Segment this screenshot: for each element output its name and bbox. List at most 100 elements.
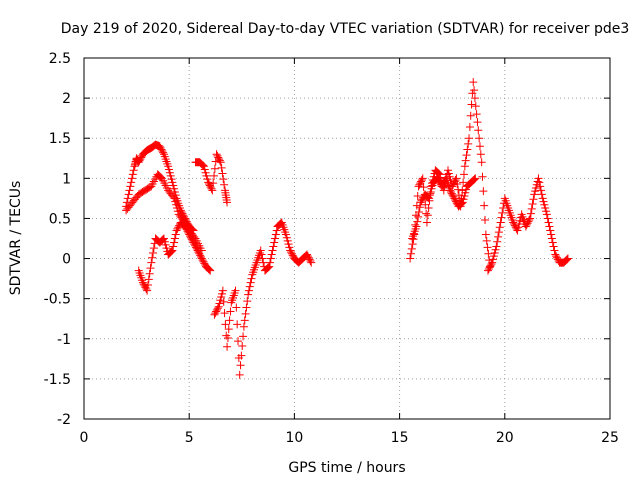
data-point xyxy=(191,243,200,252)
data-point xyxy=(158,147,167,156)
data-point xyxy=(493,237,502,246)
data-point xyxy=(207,184,216,193)
data-point xyxy=(485,263,494,272)
data-point xyxy=(213,304,222,313)
data-point xyxy=(469,175,478,184)
data-point xyxy=(465,122,474,131)
data-point xyxy=(127,174,136,183)
data-point xyxy=(124,190,133,199)
data-point xyxy=(167,247,176,256)
data-point xyxy=(206,266,215,275)
data-point xyxy=(563,254,572,263)
data-point xyxy=(552,252,561,261)
data-point xyxy=(424,204,433,213)
data-point xyxy=(447,189,456,198)
data-point xyxy=(200,165,209,174)
data-point xyxy=(123,194,132,203)
data-point xyxy=(165,165,174,174)
data-point xyxy=(412,222,421,231)
data-point xyxy=(490,248,499,257)
data-point xyxy=(147,258,156,267)
data-point xyxy=(433,174,442,183)
data-point xyxy=(272,226,281,235)
data-point xyxy=(224,325,233,334)
data-point xyxy=(548,238,557,247)
data-point xyxy=(446,186,455,195)
data-point xyxy=(451,195,460,204)
data-point xyxy=(238,341,247,350)
data-point xyxy=(422,218,431,227)
data-point xyxy=(183,227,192,236)
data-point xyxy=(286,246,295,255)
data-point xyxy=(494,228,503,237)
data-point xyxy=(470,94,479,103)
data-point xyxy=(526,214,535,223)
data-point xyxy=(539,197,548,206)
data-point xyxy=(166,171,175,180)
data-point xyxy=(480,201,489,210)
data-point xyxy=(453,179,462,188)
data-point xyxy=(138,278,147,287)
data-point xyxy=(459,170,468,179)
data-point xyxy=(203,175,212,184)
data-point xyxy=(171,230,180,239)
y-tick-label: 2.5 xyxy=(49,51,71,67)
data-point xyxy=(492,242,501,251)
data-point xyxy=(414,212,423,221)
data-point xyxy=(209,179,218,188)
data-point xyxy=(143,286,152,295)
data-point xyxy=(284,240,293,249)
data-point xyxy=(531,183,540,192)
data-point xyxy=(168,178,177,187)
data-point xyxy=(544,218,553,227)
data-point xyxy=(462,151,471,160)
data-point xyxy=(487,260,496,269)
data-point xyxy=(450,194,459,203)
data-point xyxy=(483,266,492,275)
data-point xyxy=(271,234,280,243)
data-point xyxy=(460,162,469,171)
data-point xyxy=(269,242,278,251)
data-point xyxy=(407,244,416,253)
data-point xyxy=(541,204,550,213)
data-point xyxy=(184,228,193,237)
data-point xyxy=(257,250,266,259)
data-point xyxy=(454,185,463,194)
data-markers xyxy=(122,78,572,379)
x-tick-label: 25 xyxy=(601,430,619,446)
y-tick-label: 1 xyxy=(62,171,71,187)
y-axis-label: SDTVAR / TECUs xyxy=(8,181,24,296)
data-point xyxy=(171,197,180,206)
data-point xyxy=(266,254,275,263)
data-point xyxy=(418,174,427,183)
data-point xyxy=(417,177,426,186)
data-point xyxy=(489,255,498,264)
data-point xyxy=(215,156,224,165)
data-point xyxy=(521,222,530,231)
data-point xyxy=(462,185,471,194)
data-point xyxy=(204,178,213,187)
data-point xyxy=(199,257,208,266)
data-point xyxy=(162,244,171,253)
data-point xyxy=(287,248,296,257)
data-point xyxy=(446,187,455,196)
data-point xyxy=(208,186,217,195)
data-point xyxy=(545,222,554,231)
data-point xyxy=(530,190,539,199)
data-point xyxy=(159,148,168,157)
data-point xyxy=(461,156,470,165)
data-point xyxy=(542,210,551,219)
data-point xyxy=(195,249,204,258)
data-point xyxy=(216,158,225,167)
data-point xyxy=(452,174,461,183)
data-point xyxy=(415,180,424,189)
data-point xyxy=(543,214,552,223)
data-point xyxy=(247,274,256,283)
data-point xyxy=(416,198,425,207)
data-point xyxy=(187,235,196,244)
data-point xyxy=(494,232,503,241)
data-point xyxy=(185,230,194,239)
data-point xyxy=(483,243,492,252)
data-point xyxy=(214,302,223,311)
y-tick-label: -0.5 xyxy=(44,292,71,308)
